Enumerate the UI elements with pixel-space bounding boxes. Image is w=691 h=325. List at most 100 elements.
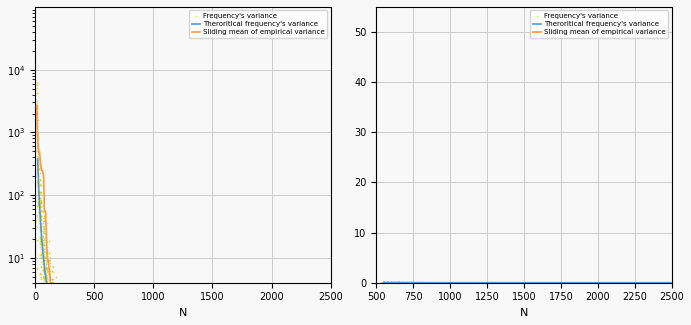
Frequency's variance (632, 280, 643, 285)
Frequency's variance (606, 280, 617, 285)
Frequency's variance (43, 285, 54, 291)
Frequency's variance (623, 280, 634, 285)
Frequency's variance (424, 280, 435, 285)
Frequency's variance (45, 280, 56, 285)
Frequency's variance (511, 280, 522, 285)
Frequency's variance (591, 280, 603, 285)
Frequency's variance (452, 280, 463, 285)
Frequency's variance (47, 305, 58, 310)
Frequency's variance (41, 285, 53, 290)
Frequency's variance (596, 280, 607, 285)
Frequency's variance (659, 280, 670, 285)
Frequency's variance (486, 280, 497, 285)
Frequency's variance (555, 280, 566, 285)
Frequency's variance (385, 280, 396, 285)
Frequency's variance (637, 280, 648, 285)
Frequency's variance (533, 280, 545, 285)
Frequency's variance (401, 280, 412, 285)
Frequency's variance (574, 280, 585, 285)
Frequency's variance (592, 280, 603, 285)
Frequency's variance (554, 280, 565, 285)
Frequency's variance (534, 280, 545, 285)
Frequency's variance (437, 280, 448, 285)
Frequency's variance (554, 280, 565, 285)
Frequency's variance (488, 280, 499, 285)
Frequency's variance (507, 280, 518, 285)
Frequency's variance (413, 280, 424, 285)
Frequency's variance (53, 318, 64, 323)
Frequency's variance (537, 280, 548, 285)
Frequency's variance (629, 280, 640, 285)
Frequency's variance (599, 280, 610, 285)
Frequency's variance (429, 280, 440, 285)
Frequency's variance (640, 280, 651, 285)
Frequency's variance (407, 280, 418, 285)
Frequency's variance (499, 280, 510, 285)
Frequency's variance (397, 280, 408, 285)
Frequency's variance (665, 280, 676, 285)
Frequency's variance (525, 280, 536, 285)
Frequency's variance (641, 280, 652, 285)
Frequency's variance (515, 280, 527, 285)
Frequency's variance (425, 280, 436, 285)
Frequency's variance (492, 280, 503, 285)
Frequency's variance (377, 280, 388, 285)
Frequency's variance (486, 280, 497, 285)
Frequency's variance (413, 280, 424, 285)
Frequency's variance (652, 280, 663, 285)
Frequency's variance (662, 280, 673, 285)
Frequency's variance (630, 280, 641, 285)
Frequency's variance (477, 280, 489, 285)
Frequency's variance (565, 280, 576, 285)
Frequency's variance (507, 280, 518, 285)
Frequency's variance (589, 280, 600, 285)
Frequency's variance (559, 280, 570, 285)
Frequency's variance (511, 280, 522, 285)
Frequency's variance (589, 280, 600, 285)
Frequency's variance (41, 236, 52, 241)
Frequency's variance (477, 280, 489, 285)
Frequency's variance (663, 280, 674, 285)
Frequency's variance (411, 280, 422, 285)
Frequency's variance (533, 280, 544, 285)
Frequency's variance (55, 303, 66, 308)
Frequency's variance (405, 280, 416, 285)
Frequency's variance (582, 280, 593, 285)
Frequency's variance (433, 280, 444, 285)
Frequency's variance (634, 280, 645, 285)
Frequency's variance (511, 280, 522, 285)
Frequency's variance (499, 280, 510, 285)
Frequency's variance (594, 280, 605, 285)
Frequency's variance (525, 280, 536, 285)
Frequency's variance (666, 280, 677, 285)
Frequency's variance (569, 280, 580, 285)
Frequency's variance (468, 280, 479, 285)
Frequency's variance (33, 172, 44, 177)
Frequency's variance (415, 280, 426, 285)
Frequency's variance (430, 280, 442, 285)
Frequency's variance (578, 280, 589, 285)
Frequency's variance (592, 280, 603, 285)
Frequency's variance (575, 280, 586, 285)
Frequency's variance (48, 297, 59, 302)
Frequency's variance (468, 280, 479, 285)
Frequency's variance (618, 280, 629, 285)
Frequency's variance (382, 280, 393, 285)
Frequency's variance (414, 280, 425, 285)
Frequency's variance (630, 280, 641, 285)
Frequency's variance (654, 280, 665, 285)
Frequency's variance (389, 280, 400, 285)
Frequency's variance (598, 280, 609, 285)
Frequency's variance (50, 283, 61, 288)
Frequency's variance (460, 280, 471, 285)
Frequency's variance (534, 280, 545, 285)
Frequency's variance (390, 280, 401, 285)
Frequency's variance (648, 280, 659, 285)
Frequency's variance (661, 280, 672, 285)
Frequency's variance (532, 280, 543, 285)
Frequency's variance (616, 280, 627, 285)
Frequency's variance (611, 280, 622, 285)
Frequency's variance (529, 280, 540, 285)
Frequency's variance (585, 280, 596, 285)
Frequency's variance (385, 280, 396, 285)
